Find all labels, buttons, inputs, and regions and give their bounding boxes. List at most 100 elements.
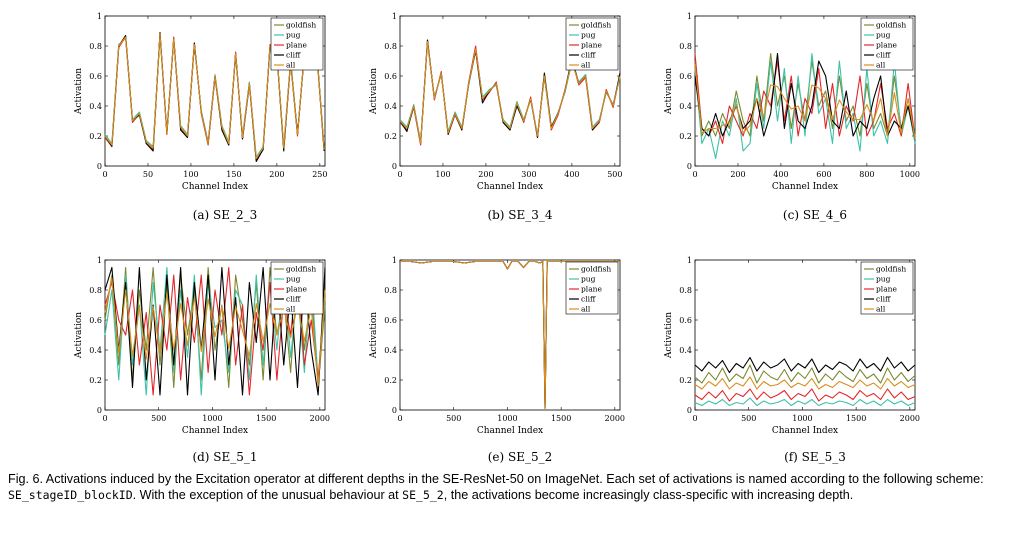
- y-tick-label: 1: [392, 12, 397, 21]
- subcaption-c-text: (c) SE_4_6: [782, 208, 848, 222]
- y-tick-label: 0.4: [89, 102, 102, 111]
- x-tick-label: 1000: [202, 414, 222, 423]
- legend-label-cliff: cliff: [286, 51, 301, 60]
- y-tick-label: 0.2: [89, 132, 102, 141]
- series-line-plane: [104, 266, 326, 396]
- x-tick-label: 100: [435, 170, 450, 179]
- chart-panel-f: 0 0.2 0.4 0.6 0.8 1 0 500 1000 1500 2000 Channel In…: [660, 250, 922, 440]
- legend-label-pug: pug: [876, 275, 891, 284]
- chart-panel-d: 0 0.2 0.4 0.6 0.8 1 0 500 1000 1500 2000 Channel In…: [70, 250, 332, 440]
- legend-label-plane: plane: [286, 285, 308, 294]
- series-line-pug: [694, 52, 916, 160]
- y-tick-label: 0.2: [89, 376, 102, 385]
- y-tick-label: 0.6: [89, 316, 102, 325]
- caption-tail: , the activations become increasingly cl…: [443, 488, 854, 502]
- x-axis-label: Channel Index: [772, 182, 838, 192]
- legend-label-plane: plane: [581, 285, 603, 294]
- x-tick-label: 500: [607, 170, 622, 179]
- series-line-all: [104, 33, 325, 160]
- x-tick-label: 200: [730, 170, 745, 179]
- x-tick-label: 200: [478, 170, 493, 179]
- legend-box: [565, 261, 619, 315]
- subcaption-d: (d) SE_5_1: [100, 450, 350, 464]
- x-tick-label: 2000: [900, 414, 920, 423]
- y-axis-label: Activation: [74, 68, 84, 115]
- series-line-goldfish: [694, 364, 916, 384]
- chart-f: 0 0.2 0.4 0.6 0.8 1 0 500 1000 1500 2000 Channel In…: [664, 256, 920, 436]
- y-tick-label: 1: [392, 256, 397, 265]
- y-tick-label: 0.6: [384, 72, 397, 81]
- x-tick-label: 50: [143, 170, 153, 179]
- legend-label-pug: pug: [581, 275, 596, 284]
- plot-frame: [399, 15, 621, 167]
- y-tick-label: 0.8: [89, 42, 102, 51]
- x-tick-label: 1000: [900, 170, 920, 179]
- legend-label-all: all: [581, 61, 591, 70]
- series-line-all: [104, 277, 326, 387]
- chart-panel-e: 0 0.2 0.4 0.6 0.8 1 0 500 1000 1500 2000 Channel In…: [365, 250, 627, 440]
- x-axis-label: Channel Index: [477, 182, 543, 192]
- x-tick-label: 0: [692, 414, 697, 423]
- legend-label-goldfish: goldfish: [286, 21, 316, 30]
- chart-panel-a: 0 0.2 0.4 0.6 0.8 1 0 50 100 150 200 250 Channel Ind…: [70, 6, 332, 196]
- y-tick-label: 0.4: [679, 346, 692, 355]
- x-tick-label: 600: [816, 170, 831, 179]
- legend-label-cliff: cliff: [581, 51, 596, 60]
- x-tick-label: 800: [859, 170, 874, 179]
- chart-panel-b: 0 0.2 0.4 0.6 0.8 1 0 100 200 300 400 500 Channel In…: [365, 6, 627, 196]
- series-line-cliff: [694, 356, 916, 374]
- x-axis-label: Channel Index: [182, 426, 248, 436]
- y-axis-label: Activation: [664, 312, 674, 359]
- legend-label-pug: pug: [286, 275, 301, 284]
- series-line-pug: [694, 397, 916, 407]
- legend-label-goldfish: goldfish: [876, 265, 906, 274]
- legend-label-pug: pug: [581, 31, 596, 40]
- y-tick-label: 0: [687, 162, 692, 171]
- y-tick-label: 0.2: [384, 376, 397, 385]
- legend-label-all: all: [286, 305, 296, 314]
- y-tick-label: 0: [392, 162, 397, 171]
- legend-label-cliff: cliff: [581, 295, 596, 304]
- y-tick-label: 1: [687, 256, 692, 265]
- y-tick-label: 0.6: [89, 72, 102, 81]
- legend-label-plane: plane: [581, 41, 603, 50]
- y-tick-label: 0.8: [384, 42, 397, 51]
- y-tick-label: 1: [97, 12, 102, 21]
- legend-label-cliff: cliff: [876, 51, 891, 60]
- y-tick-label: 0: [392, 406, 397, 415]
- plot-frame: [694, 259, 916, 411]
- y-tick-label: 0.6: [384, 316, 397, 325]
- legend-label-cliff: cliff: [286, 295, 301, 304]
- legend-label-plane: plane: [876, 41, 898, 50]
- series-line-plane: [694, 388, 916, 402]
- y-tick-label: 0.4: [384, 102, 397, 111]
- y-tick-label: 0: [687, 406, 692, 415]
- y-axis-label: Activation: [369, 312, 379, 359]
- x-tick-label: 2000: [310, 414, 330, 423]
- x-axis-label: Channel Index: [477, 426, 543, 436]
- y-axis-label: Activation: [369, 68, 379, 115]
- chart-d: 0 0.2 0.4 0.6 0.8 1 0 500 1000 1500 2000 Channel In…: [74, 256, 330, 436]
- y-tick-label: 0.6: [679, 316, 692, 325]
- legend-label-goldfish: goldfish: [581, 21, 611, 30]
- figure-caption: Fig. 6. Activations induced by the Excit…: [8, 471, 1004, 503]
- plot-frame: [694, 15, 916, 167]
- x-tick-label: 1500: [846, 414, 866, 423]
- legend-label-cliff: cliff: [876, 295, 891, 304]
- chart-a: 0 0.2 0.4 0.6 0.8 1 0 50 100 150 200 250 Channel Ind…: [74, 12, 327, 192]
- legend-box: [860, 261, 914, 315]
- plot-frame: [399, 259, 621, 411]
- legend-label-goldfish: goldfish: [876, 21, 906, 30]
- series-line-all: [399, 40, 621, 145]
- x-tick-label: 300: [521, 170, 536, 179]
- chart-c: 0 0.2 0.4 0.6 0.8 1 0 200 400 600 800 1000 Channel I…: [664, 12, 920, 192]
- x-tick-label: 1500: [256, 414, 276, 423]
- x-tick-label: 250: [312, 170, 327, 179]
- x-tick-label: 1500: [551, 414, 571, 423]
- x-tick-label: 0: [397, 414, 402, 423]
- x-tick-label: 150: [226, 170, 241, 179]
- y-tick-label: 0.8: [679, 286, 692, 295]
- x-tick-label: 0: [397, 170, 402, 179]
- subcaption-f: (f) SE_5_3: [690, 450, 940, 464]
- x-tick-label: 400: [773, 170, 788, 179]
